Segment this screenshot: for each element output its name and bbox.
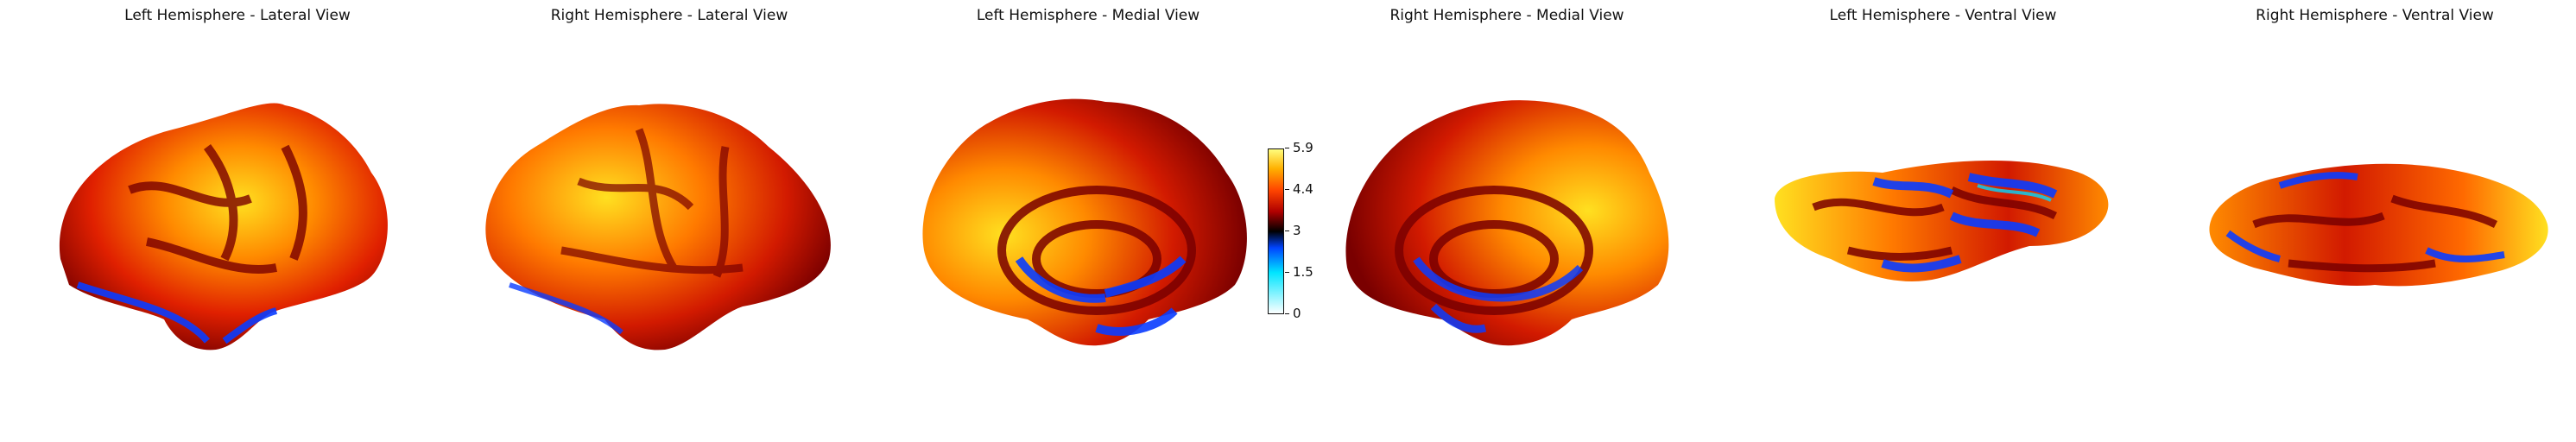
- panel-right-ventral: Right Hemisphere - Ventral View: [2185, 0, 2565, 442]
- colorbar-tick-max: 5.9: [1285, 142, 1313, 155]
- left-ventral-brain-surface: [1775, 160, 2109, 281]
- panel-title: Right Hemisphere - Lateral View: [550, 7, 788, 24]
- panel-title: Left Hemisphere - Ventral View: [1829, 7, 2057, 24]
- colorbar-tick: 4.4: [1285, 183, 1313, 196]
- left-lateral-brain-surface: [59, 103, 388, 350]
- panel-left-ventral: Left Hemisphere - Ventral View: [1753, 0, 2133, 442]
- panel-title: Right Hemisphere - Ventral View: [2256, 7, 2494, 24]
- panel-right-lateral: Right Hemisphere - Lateral View: [458, 0, 881, 442]
- colorbar-tick: 3: [1285, 224, 1301, 237]
- left-medial-brain-surface: [922, 98, 1247, 346]
- panel-left-medial: Left Hemisphere - Medial View: [915, 0, 1261, 442]
- colorbar-tick-min: 0: [1285, 307, 1301, 320]
- colorbar: [1268, 148, 1284, 314]
- panel-left-lateral: Left Hemisphere - Lateral View: [26, 0, 449, 442]
- panel-title: Right Hemisphere - Medial View: [1389, 7, 1624, 24]
- colorbar-tick: 1.5: [1285, 266, 1313, 279]
- panel-right-medial: Right Hemisphere - Medial View: [1339, 0, 1675, 442]
- right-medial-brain-surface: [1345, 100, 1669, 346]
- right-lateral-brain-surface: [485, 104, 831, 350]
- colorbar-ticks: 5.9 4.4 3 1.5 0: [1285, 142, 1337, 323]
- panel-title: Left Hemisphere - Lateral View: [124, 7, 351, 24]
- right-ventral-brain-surface: [2209, 163, 2548, 287]
- panel-title: Left Hemisphere - Medial View: [976, 7, 1200, 24]
